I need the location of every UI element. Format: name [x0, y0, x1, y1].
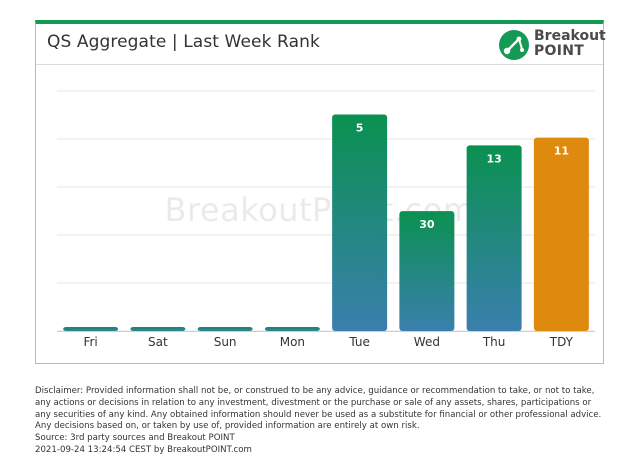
chart-title: QS Aggregate | Last Week Rank	[47, 32, 320, 52]
x-tick-label-wed: Wed	[414, 335, 440, 349]
x-tick-label-tdy: TDY	[549, 335, 574, 349]
bar-mon	[264, 327, 320, 331]
bar-sun	[197, 327, 253, 331]
timestamp-text: 2021-09-24 13:24:54 CEST by BreakoutPOIN…	[35, 444, 252, 455]
bar-tdy	[533, 137, 589, 331]
x-tick-label-fri: Fri	[83, 335, 97, 349]
data-label-tue: 5	[356, 121, 364, 134]
x-tick-label-tue: Tue	[348, 335, 370, 349]
footer: Disclaimer: Provided information shall n…	[35, 386, 605, 457]
logo-text-line2: POINT	[534, 43, 585, 59]
x-tick-label-sat: Sat	[148, 335, 168, 349]
source-text: Source: 3rd party sources and Breakout P…	[35, 433, 235, 444]
x-tick-label-mon: Mon	[280, 335, 305, 349]
bar-wed	[399, 211, 455, 331]
bar-tue	[332, 114, 388, 331]
data-label-wed: 30	[419, 218, 435, 231]
bar-thu	[466, 145, 522, 331]
data-label-tdy: 11	[554, 145, 569, 158]
data-label-thu: 13	[486, 152, 501, 165]
chart-card: QS Aggregate | Last Week Rank Breakout P…	[35, 20, 606, 364]
logo-text-line1: Breakout	[534, 28, 606, 44]
bar-fri	[63, 327, 119, 331]
bar-sat	[130, 327, 186, 331]
x-tick-label-thu: Thu	[482, 335, 506, 349]
disclaimer-text: Disclaimer: Provided information shall n…	[35, 386, 602, 432]
brand-logo: Breakout POINT	[498, 27, 606, 63]
breakoutpoint-logo-icon	[499, 30, 529, 60]
x-tick-label-sun: Sun	[214, 335, 237, 349]
bar-chart: Fri Sat Sun Mon 5 Tue 30 Wed 13 Thu 11 TDY	[57, 90, 595, 349]
header-divider	[36, 64, 603, 65]
